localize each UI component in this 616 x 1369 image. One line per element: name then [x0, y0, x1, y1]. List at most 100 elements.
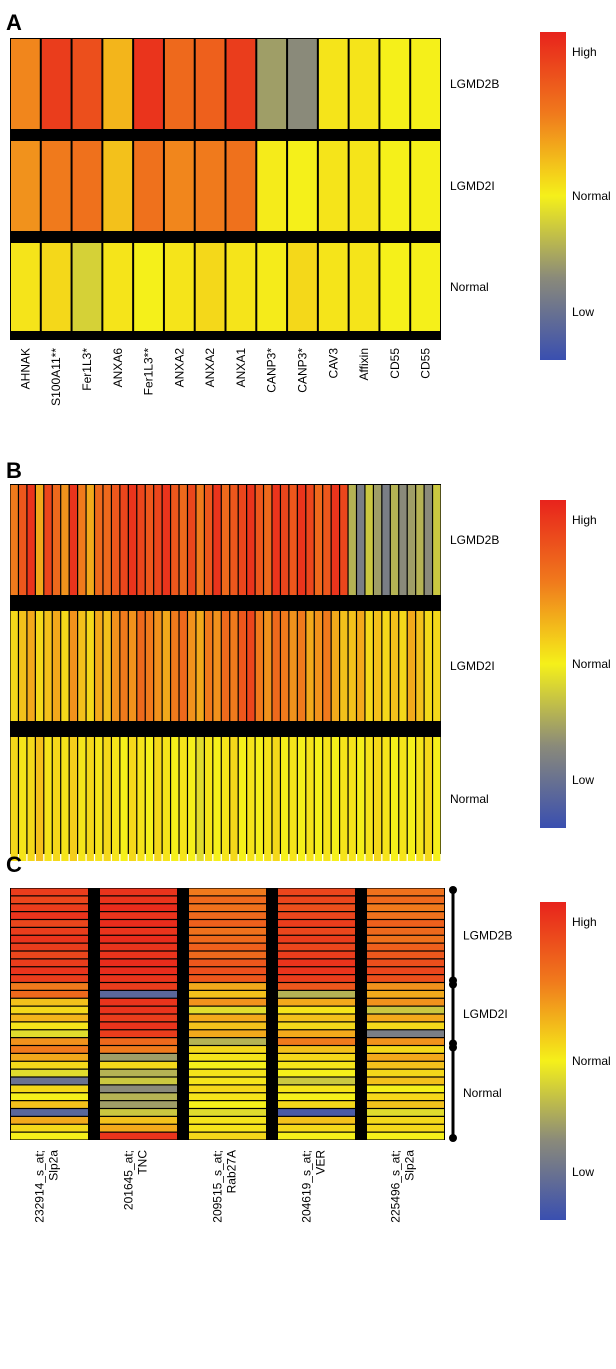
heatmap-cell	[424, 737, 432, 861]
heatmap-cell	[195, 141, 225, 231]
heatmap-cell	[100, 1069, 177, 1077]
heatmap-cell	[189, 1069, 266, 1077]
heatmap-cell	[78, 611, 86, 721]
heatmap-cell	[11, 896, 88, 904]
heatmap-cell	[86, 737, 94, 861]
heatmap-cell	[382, 485, 390, 595]
heatmap-cell	[100, 1014, 177, 1022]
heatmap-cell	[278, 1109, 355, 1116]
heatmap-cell	[367, 1093, 444, 1101]
bracket-end-marker	[449, 1134, 457, 1142]
heatmap-cell	[399, 485, 407, 595]
column-label: Fer1L3*	[80, 348, 94, 391]
heatmap-cell	[255, 737, 263, 861]
heatmap-cell	[72, 243, 102, 331]
heatmap-cell	[154, 611, 162, 721]
heatmap-cell	[100, 1053, 177, 1061]
heatmap-cell	[11, 967, 88, 975]
heatmap-cell	[100, 1093, 177, 1101]
heatmap-cell	[103, 39, 133, 129]
heatmap-cell	[19, 485, 27, 595]
heatmap-cell	[11, 1061, 88, 1069]
heatmap-cell	[189, 998, 266, 1006]
heatmap-cell	[348, 611, 356, 721]
heatmap-cell	[357, 611, 365, 721]
heatmap-cell	[278, 1014, 355, 1022]
heatmap-cell	[323, 611, 331, 721]
heatmap-cell	[189, 967, 266, 975]
heatmap-cell	[424, 485, 432, 595]
bracket-end-marker	[449, 886, 457, 894]
heatmap-cell	[278, 943, 355, 951]
heatmap-cell	[367, 912, 444, 919]
heatmap-cell	[189, 888, 266, 896]
column-label: S100A11**	[49, 348, 63, 406]
heatmap-cell	[189, 1038, 266, 1045]
heatmap-cell	[278, 1006, 355, 1014]
heatmap-cell	[411, 141, 440, 231]
heatmap-cell	[331, 485, 339, 595]
heatmap-cell	[255, 611, 263, 721]
heatmap-cell	[19, 737, 27, 861]
heatmap-cell	[407, 611, 416, 721]
heatmap-cell	[373, 485, 382, 595]
heatmap-cell	[204, 737, 213, 861]
heatmap-cell	[61, 737, 69, 861]
heatmap-cell	[367, 983, 444, 990]
column-probe-label: 201645_at;	[122, 1150, 136, 1210]
heatmap-cell	[10, 737, 18, 861]
heatmap-cell	[365, 485, 373, 595]
column-label: CD55	[388, 348, 402, 379]
heatmap-cell	[189, 951, 266, 959]
heatmap-cell	[221, 611, 230, 721]
heatmap-cell	[103, 737, 111, 861]
heatmap-cell	[189, 983, 266, 990]
heatmap-cell	[318, 39, 348, 129]
heatmap-cell	[189, 1124, 266, 1132]
heatmap-cell	[27, 611, 35, 721]
heatmap-cell	[95, 611, 103, 721]
heatmap-cell	[11, 1030, 88, 1038]
heatmap-cell	[171, 737, 179, 861]
heatmap-cell	[221, 485, 230, 595]
heatmap-cell	[189, 1093, 266, 1101]
heatmap-cell	[137, 737, 145, 861]
heatmap-cell	[257, 243, 287, 331]
heatmap-cell	[11, 888, 88, 896]
heatmap-cell	[382, 611, 390, 721]
heatmap-cell	[314, 611, 323, 721]
heatmap-cell	[226, 39, 256, 129]
heatmap-cell	[340, 737, 348, 861]
heatmap-cell	[120, 485, 128, 595]
heatmap-cell	[189, 1022, 266, 1030]
heatmap-cell	[100, 904, 177, 912]
heatmap-cell	[278, 1093, 355, 1101]
heatmap-cell	[314, 485, 323, 595]
heatmap-cell	[189, 1061, 266, 1069]
legend-high-label: High	[572, 45, 597, 59]
heatmap-cell	[120, 611, 128, 721]
heatmap-cell	[154, 485, 162, 595]
heatmap-cell	[297, 485, 306, 595]
heatmap-cell	[27, 485, 35, 595]
heatmap-cell	[278, 1101, 355, 1108]
heatmap-cell	[103, 611, 111, 721]
heatmap-cell	[11, 1124, 88, 1132]
heatmap-cell	[44, 737, 52, 861]
legend-normal-label: Normal	[572, 189, 611, 203]
heatmap-cell	[196, 737, 204, 861]
heatmap-cell	[189, 959, 266, 967]
heatmap-cell	[278, 959, 355, 967]
heatmap-cell	[367, 888, 444, 896]
heatmap-cell	[162, 485, 170, 595]
heatmap-cell	[100, 927, 177, 935]
heatmap-cell	[278, 912, 355, 919]
heatmap-cell	[367, 975, 444, 982]
heatmap-cell	[11, 1077, 88, 1085]
column-label: AHNAK	[18, 348, 32, 389]
heatmap-cell	[112, 485, 120, 595]
heatmap-cell	[288, 141, 317, 231]
heatmap-cell	[11, 927, 88, 935]
heatmap-cell	[289, 485, 297, 595]
heatmap-cell	[288, 243, 317, 331]
